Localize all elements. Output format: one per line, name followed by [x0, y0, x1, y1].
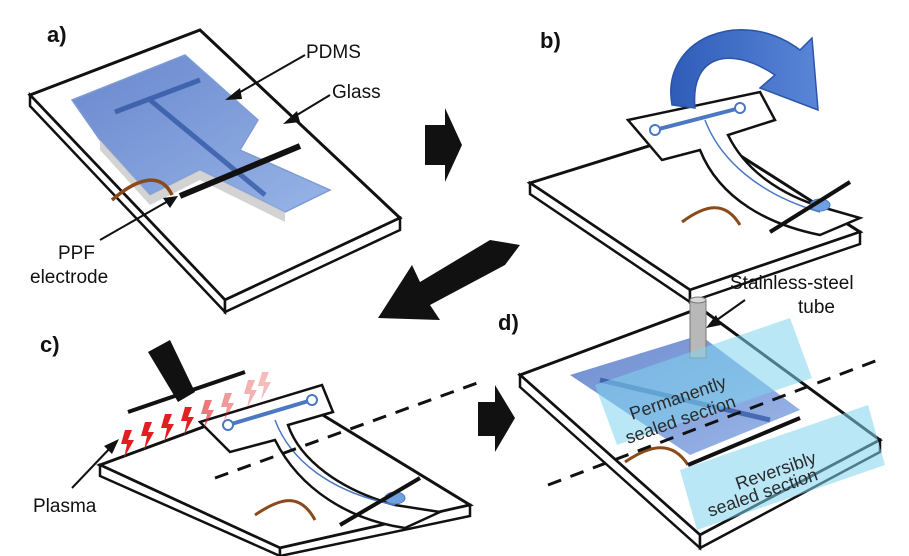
- cut-line: [547, 358, 879, 487]
- film-channel: [654, 106, 741, 132]
- tube-label-line2: tube: [798, 297, 835, 318]
- glass-leader: [291, 94, 331, 119]
- panel-d: Permanently sealed section Reversibly se…: [498, 273, 885, 551]
- pdms-shadow: [100, 140, 285, 222]
- plasma-leader: [71, 445, 113, 489]
- panel-a-label: a): [47, 22, 67, 47]
- step-arrow-icon: [425, 108, 462, 182]
- reversibly-sealed-box: [680, 405, 885, 530]
- glass-slide-side: [98, 463, 282, 556]
- plasma-label: Plasma: [33, 496, 97, 517]
- electrode-wire: [624, 446, 690, 466]
- ppf-electrode: [178, 143, 302, 199]
- glass-label: Glass: [332, 82, 381, 103]
- plasma-spark-icon: [121, 372, 271, 458]
- pdms-label: PDMS: [306, 42, 361, 63]
- tube-top: [689, 296, 707, 304]
- film-channel: [227, 398, 313, 427]
- glass-slide-front: [223, 216, 402, 314]
- plasma-source: [148, 340, 195, 402]
- electrode-wire: [254, 499, 317, 521]
- film-port: [222, 419, 234, 431]
- panel-d-label: d): [498, 310, 519, 335]
- microchannel: [114, 77, 267, 197]
- film-channel-stem: [704, 119, 821, 213]
- film-channel-stem: [274, 419, 396, 506]
- pdms-leader: [234, 54, 306, 96]
- ppf-electrode: [768, 180, 852, 234]
- tube-leader-arrow-icon: [706, 315, 721, 328]
- electrode-leader-arrow-icon: [163, 196, 178, 208]
- panel-c: c) Plasma: [33, 332, 481, 556]
- film-port: [734, 102, 746, 114]
- step-arrow-icon: [378, 240, 520, 320]
- ppf-label: PPF: [58, 243, 95, 264]
- flip-arrow-icon: [670, 28, 819, 112]
- pdms-leader-arrow-icon: [225, 88, 242, 100]
- ppf-electrode: [687, 416, 801, 467]
- pdms-film: [197, 383, 445, 530]
- glass-leader-arrow-icon: [283, 111, 300, 124]
- pdms-film: [625, 90, 864, 237]
- electrode-label: electrode: [30, 267, 108, 288]
- tube-leader: [713, 299, 746, 323]
- panel-b: b): [526, 28, 864, 305]
- panel-b-label: b): [540, 28, 561, 53]
- plasma-leader-arrow-icon: [104, 439, 119, 454]
- electrode-wire: [110, 178, 174, 202]
- tube-label-line1: Stainless-steel: [730, 273, 854, 294]
- permanently-sealed-box: [595, 318, 812, 445]
- film-port: [649, 124, 661, 136]
- film-port: [306, 394, 318, 406]
- glass-slide-front: [688, 230, 862, 304]
- electrode-leader: [99, 199, 171, 241]
- panel-a: a) PDMS Glass PPF electrode: [27, 22, 403, 316]
- panel-c-label: c): [40, 332, 60, 357]
- electrode-wire: [681, 206, 742, 226]
- ppf-electrode: [338, 476, 422, 527]
- step-arrow-icon: [478, 385, 515, 452]
- plasma-mask: [127, 370, 246, 414]
